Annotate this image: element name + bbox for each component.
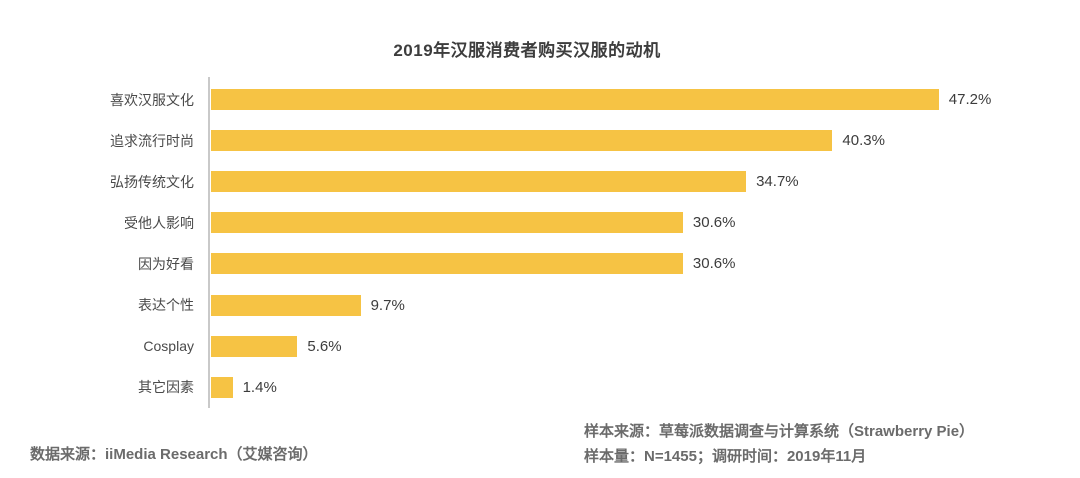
category-label: 弘扬传统文化: [110, 173, 194, 190]
chart-row: 喜欢汉服文化 47.2%: [110, 79, 1071, 120]
chart-row: 弘扬传统文化 34.7%: [110, 161, 1071, 202]
chart-row: 追求流行时尚 40.3%: [110, 120, 1071, 161]
y-axis-line: [208, 77, 210, 408]
chart-row: 受他人影响 30.6%: [124, 202, 1071, 243]
value-label: 1.4%: [242, 378, 277, 396]
bar: [211, 212, 683, 234]
category-label: 因为好看: [138, 255, 194, 272]
sample-source-note: 样本来源：草莓派数据调查与计算系统（Strawberry Pie）: [584, 423, 975, 440]
data-source-note: 数据来源：iiMedia Research（艾媒咨询）: [30, 446, 318, 463]
value-label: 5.6%: [307, 337, 342, 355]
category-label: 追求流行时尚: [110, 132, 194, 149]
bar: [211, 335, 298, 357]
bar: [211, 376, 233, 398]
bar: [211, 130, 833, 152]
sample-size-note: 样本量：N=1455；调研时间：2019年11月: [584, 448, 867, 465]
value-label: 30.6%: [692, 214, 736, 232]
value-label: 9.7%: [370, 296, 405, 314]
bar: [211, 294, 361, 316]
category-label: 其它因素: [138, 379, 194, 396]
category-label: 受他人影响: [124, 214, 194, 231]
chart-row: 表达个性 9.7%: [138, 284, 1071, 325]
chart-row: 因为好看 30.6%: [138, 243, 1071, 284]
value-label: 30.6%: [692, 255, 736, 273]
chart-row: 其它因素 1.4%: [138, 367, 1071, 408]
bar-chart-plot-area: 喜欢汉服文化 47.2% 追求流行时尚 40.3% 弘扬传统文化 34.7% 受他人影响 30…: [110, 77, 1071, 408]
category-label: 表达个性: [138, 297, 194, 314]
category-label: Cosplay: [143, 338, 194, 355]
value-label: 40.3%: [842, 132, 885, 150]
bar: [211, 89, 939, 111]
value-label: 47.2%: [948, 91, 992, 109]
chart-row: Cosplay 5.6%: [143, 326, 1071, 367]
bar: [211, 171, 747, 193]
sample-notes: 样本来源：草莓派数据调查与计算系统（Strawberry Pie） 样本量：N=…: [584, 419, 974, 469]
value-label: 34.7%: [756, 173, 799, 191]
bar: [211, 253, 683, 275]
category-label: 喜欢汉服文化: [110, 91, 194, 108]
chart-title: 2019年汉服消费者购买汉服的动机: [393, 41, 661, 60]
